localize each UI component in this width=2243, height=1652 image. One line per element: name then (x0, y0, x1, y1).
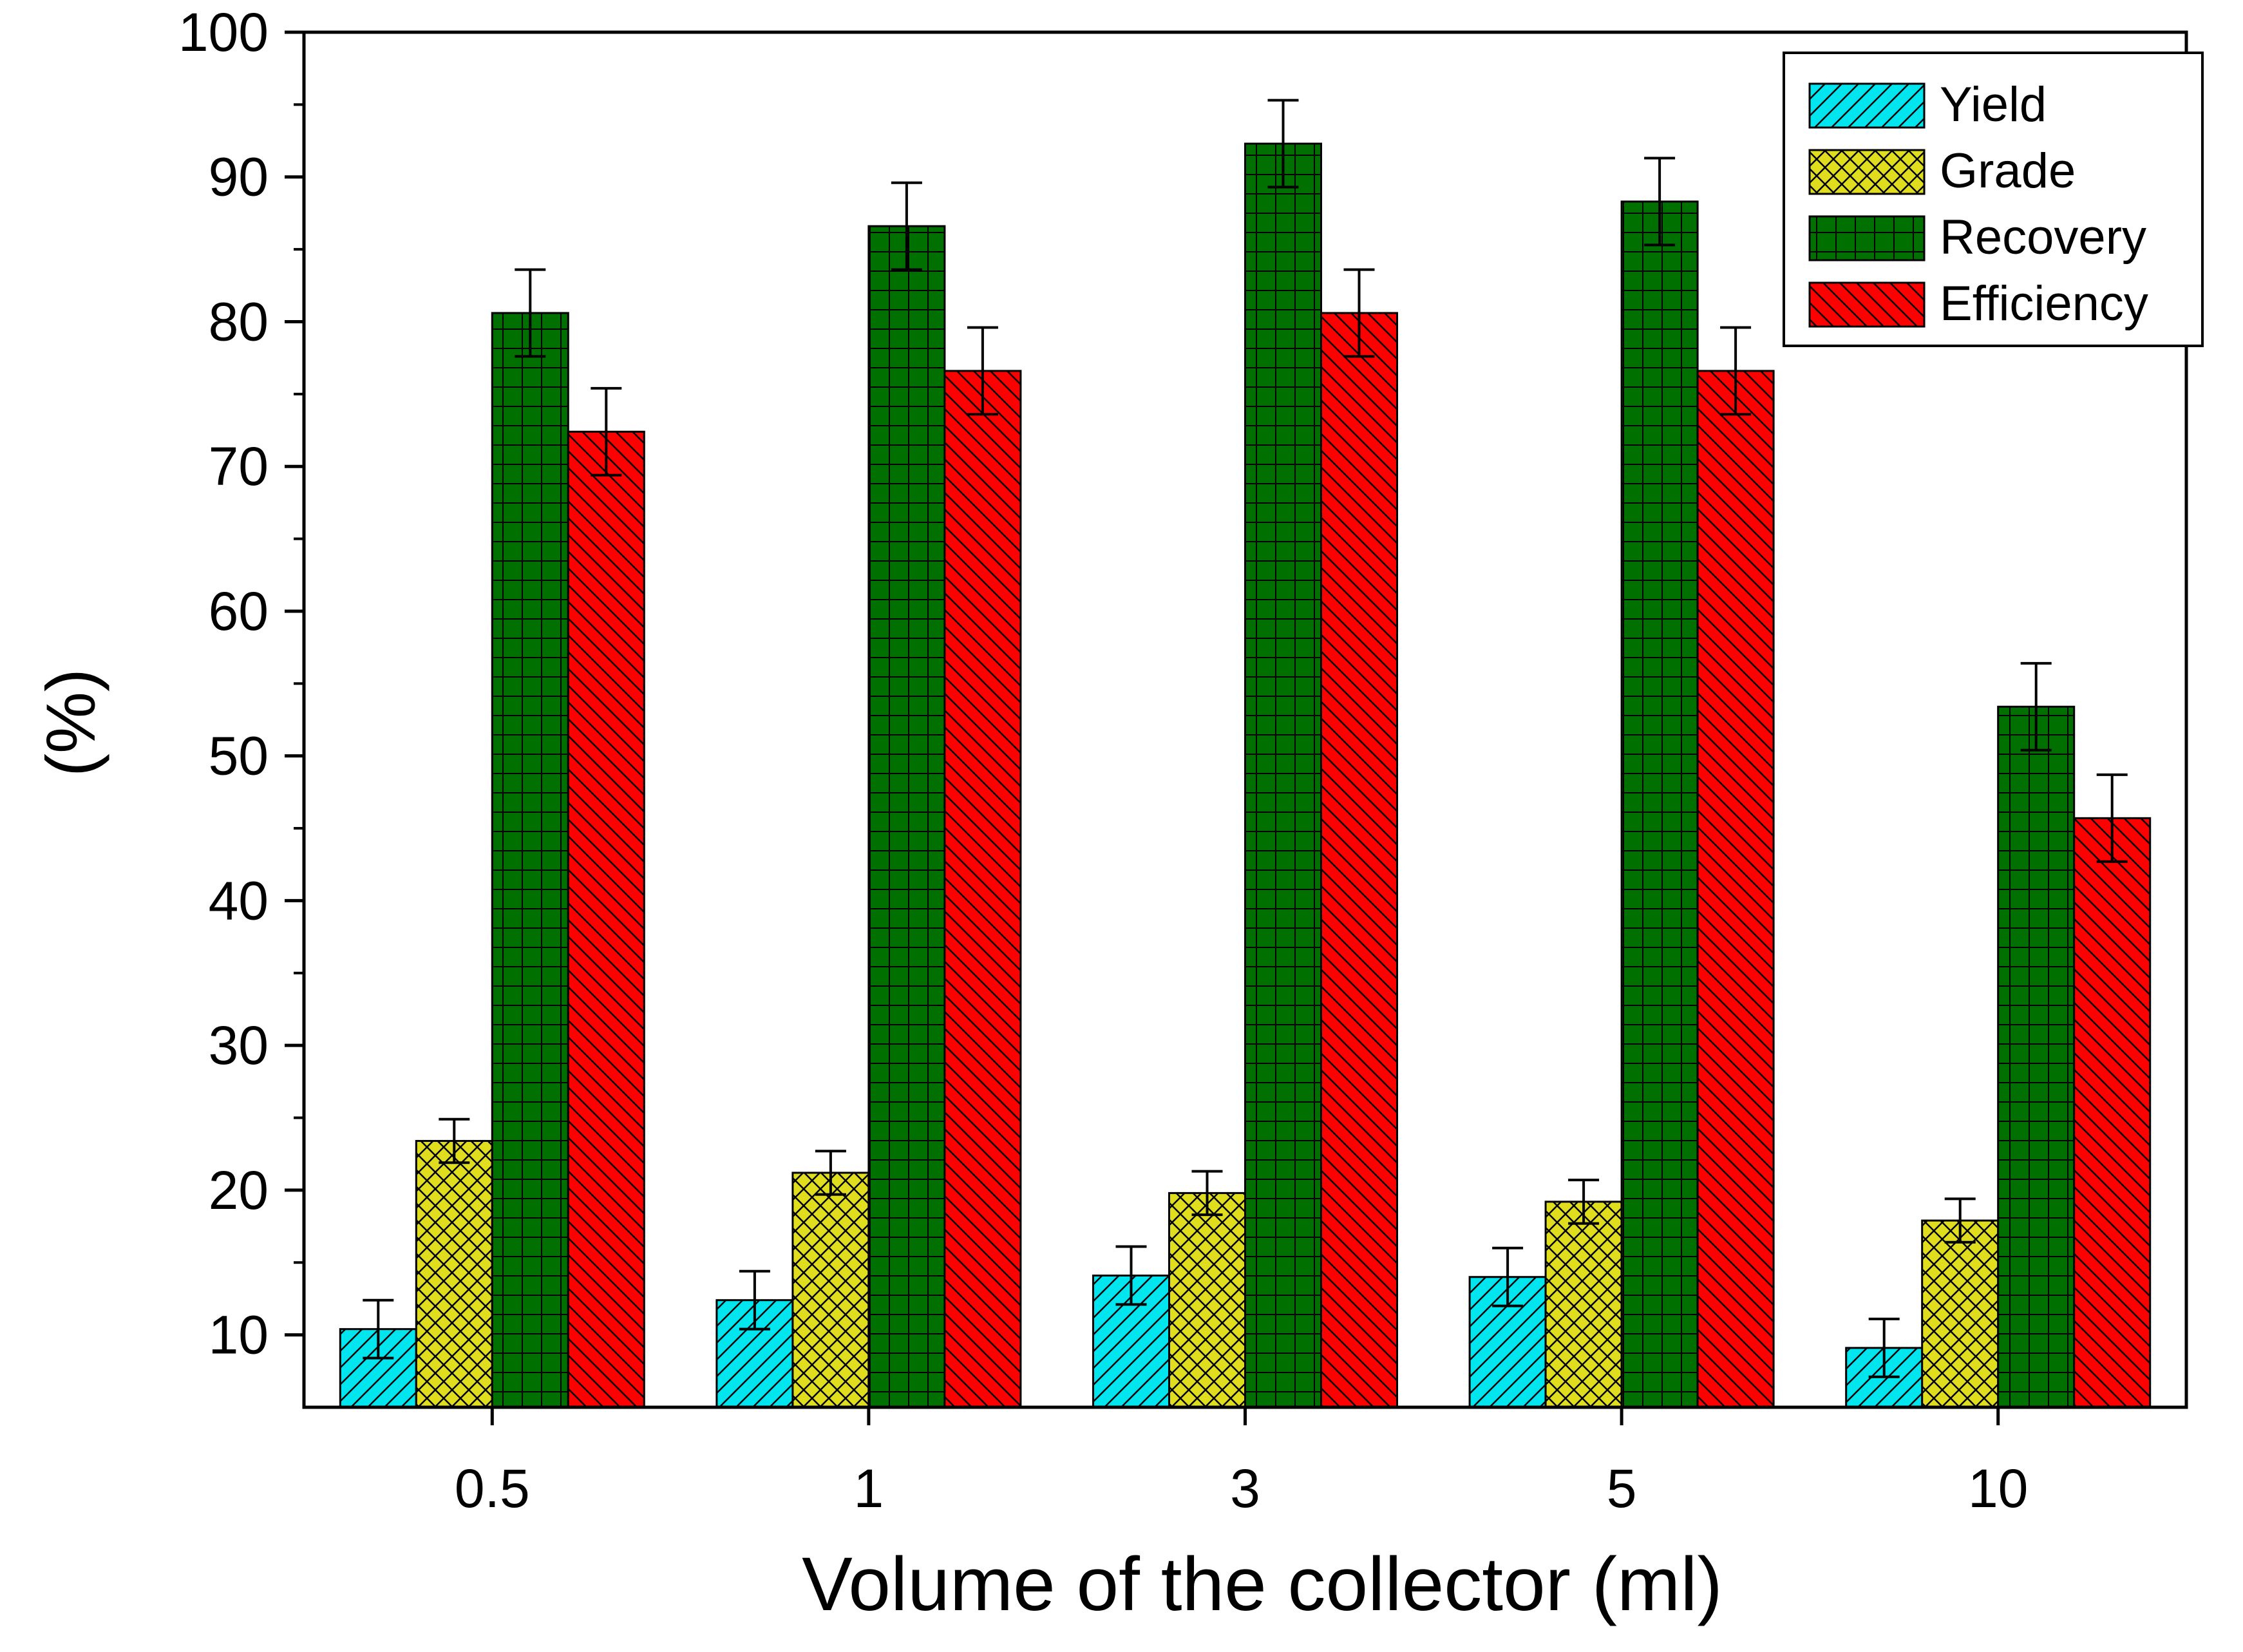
x-tick-label-0-5: 0.5 (455, 1458, 530, 1519)
y-tick-label-70: 70 (209, 436, 269, 497)
error-bar-efficiency-3 (1343, 268, 1375, 358)
bars-layer (339, 142, 2152, 1409)
y-axis: 10 20 30 40 50 60 70 80 90 100 (178, 2, 304, 1365)
x-axis-label: Volume of the collector (ml) (802, 1542, 1723, 1627)
legend-swatch-recovery (1808, 215, 1926, 261)
error-bar-grade-0-5 (439, 1117, 470, 1164)
error-bar-yield-3 (1115, 1245, 1147, 1306)
x-tick-label-3: 3 (1230, 1458, 1260, 1519)
error-bar-efficiency-10 (2096, 773, 2128, 863)
error-bar-recovery-1 (891, 181, 922, 271)
bar-recovery-0-5 (491, 312, 569, 1409)
y-tick-label-80: 80 (209, 291, 269, 352)
y-tick-label-20: 20 (209, 1160, 269, 1220)
y-tick-label-30: 30 (209, 1015, 269, 1076)
bar-recovery-1 (867, 225, 946, 1409)
error-bar-recovery-3 (1267, 99, 1299, 189)
x-tick-label-5: 5 (1607, 1458, 1637, 1519)
bar-grade-5 (1544, 1201, 1623, 1409)
bar-recovery-3 (1244, 142, 1322, 1409)
legend-label-grade: Grade (1940, 144, 2076, 198)
x-axis: 0.5 1 3 5 10 (455, 1407, 2028, 1519)
error-bar-yield-1 (739, 1269, 770, 1331)
error-bar-efficiency-1 (967, 326, 998, 416)
error-bar-grade-10 (1944, 1197, 1976, 1244)
error-bars-layer (363, 99, 2128, 1378)
error-bar-efficiency-5 (1720, 326, 1752, 416)
bar-efficiency-10 (2073, 817, 2152, 1409)
error-bar-grade-5 (1568, 1179, 1600, 1225)
error-bar-yield-0-5 (363, 1298, 394, 1360)
y-tick-label-50: 50 (209, 726, 269, 786)
bar-efficiency-3 (1320, 312, 1398, 1409)
bar-grade-0-5 (415, 1139, 493, 1409)
error-bar-recovery-10 (2020, 661, 2052, 752)
bar-efficiency-0-5 (567, 430, 645, 1409)
error-bar-yield-5 (1492, 1246, 1524, 1307)
y-tick-label-10: 10 (209, 1305, 269, 1365)
legend-swatch-grade (1808, 149, 1926, 195)
bar-efficiency-1 (943, 370, 1022, 1409)
y-tick-label-100: 100 (178, 2, 269, 62)
x-tick-label-10: 10 (1968, 1458, 2028, 1519)
legend-item-grade: Grade (1808, 144, 2076, 198)
legend-swatch-efficiency (1808, 281, 1926, 328)
bar-recovery-10 (1997, 705, 2076, 1409)
y-axis-label: (%) (32, 669, 109, 777)
legend-item-efficiency: Efficiency (1808, 276, 2148, 331)
x-tick-label-1: 1 (854, 1458, 884, 1519)
error-bar-efficiency-0-5 (591, 386, 622, 477)
error-bar-recovery-5 (1644, 157, 1676, 247)
legend-item-yield: Yield (1808, 77, 2047, 132)
y-tick-label-60: 60 (209, 581, 269, 641)
legend-label-yield: Yield (1940, 77, 2047, 132)
legend-swatch-yield (1808, 82, 1926, 129)
error-bar-yield-10 (1868, 1317, 1900, 1378)
bar-efficiency-5 (1696, 370, 1775, 1409)
y-tick-label-90: 90 (209, 147, 269, 207)
bar-grade-1 (791, 1172, 870, 1409)
y-tick-label-40: 40 (209, 870, 269, 931)
error-bar-recovery-0-5 (515, 268, 546, 358)
legend-label-efficiency: Efficiency (1940, 276, 2148, 331)
bar-grade-10 (1921, 1219, 2000, 1409)
legend-label-recovery: Recovery (1940, 210, 2146, 265)
legend: Yield Grade Recovery Efficiency (1783, 52, 2204, 347)
error-bar-grade-3 (1191, 1170, 1223, 1217)
bar-recovery-5 (1620, 200, 1699, 1409)
bar-grade-3 (1168, 1192, 1246, 1409)
legend-item-recovery: Recovery (1808, 210, 2146, 265)
error-bar-grade-1 (815, 1150, 846, 1196)
